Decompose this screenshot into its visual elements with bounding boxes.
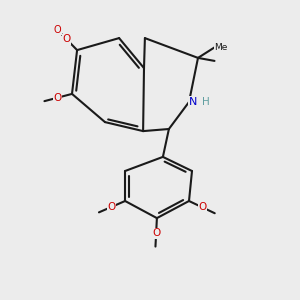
Text: H: H xyxy=(202,97,209,107)
Text: Me: Me xyxy=(214,43,228,52)
Text: O: O xyxy=(53,93,62,103)
Text: O: O xyxy=(107,202,116,212)
Text: N: N xyxy=(189,97,197,107)
Text: O: O xyxy=(198,202,207,212)
Text: O: O xyxy=(53,25,61,35)
Text: O: O xyxy=(152,228,160,238)
Text: O: O xyxy=(62,34,71,44)
